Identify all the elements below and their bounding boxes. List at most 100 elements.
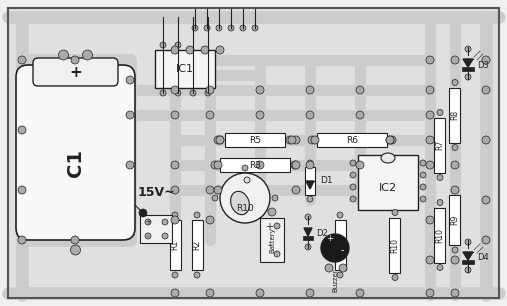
Circle shape [465,239,471,245]
Circle shape [256,111,264,119]
Circle shape [244,177,250,183]
Circle shape [242,165,248,171]
Circle shape [451,56,459,64]
Circle shape [58,50,68,60]
Circle shape [211,161,219,169]
Circle shape [426,136,434,144]
Circle shape [162,219,168,225]
Circle shape [228,25,234,31]
Ellipse shape [231,191,249,215]
Text: +: + [327,234,334,243]
Bar [358,155,418,210]
Circle shape [465,267,471,273]
Circle shape [437,200,443,206]
Polygon shape [304,228,312,236]
Bar [434,118,446,173]
Text: R4: R4 [336,240,344,250]
Circle shape [482,196,490,204]
Text: R10: R10 [436,227,445,242]
FancyBboxPatch shape [33,58,118,86]
Text: C1: C1 [66,148,85,177]
Circle shape [437,110,443,115]
Circle shape [240,25,246,31]
Text: R6: R6 [346,136,358,144]
Circle shape [350,184,356,190]
Polygon shape [463,252,473,260]
Circle shape [426,86,434,94]
Circle shape [311,136,319,144]
Bar [317,133,387,147]
Circle shape [356,111,364,119]
Text: +: + [145,219,151,225]
Circle shape [268,208,276,216]
Circle shape [426,216,434,224]
Circle shape [192,25,198,31]
Circle shape [306,111,314,119]
Circle shape [160,90,166,96]
Circle shape [171,161,179,169]
Text: R9: R9 [451,215,459,225]
Circle shape [306,289,314,297]
Circle shape [171,111,179,119]
Text: -: - [340,245,344,255]
Bar [260,218,284,262]
Text: R3: R3 [249,161,261,170]
Polygon shape [306,181,314,189]
Circle shape [288,136,296,144]
Circle shape [356,86,364,94]
Circle shape [420,172,426,178]
Circle shape [205,90,211,96]
Bar [140,215,172,243]
Ellipse shape [381,153,395,163]
Circle shape [83,50,92,60]
Circle shape [292,161,300,169]
Circle shape [482,86,490,94]
Circle shape [220,173,270,223]
Circle shape [451,186,459,194]
Circle shape [274,223,280,229]
Circle shape [256,289,264,297]
Circle shape [451,161,459,169]
Circle shape [206,186,214,194]
Circle shape [160,42,166,48]
Circle shape [171,186,179,194]
Circle shape [356,161,364,169]
Circle shape [256,86,264,94]
Text: Buzzer: Buzzer [332,268,338,292]
Circle shape [206,216,214,224]
Circle shape [350,160,356,166]
Circle shape [306,161,314,169]
Circle shape [452,187,458,193]
Circle shape [214,186,222,194]
Text: +: + [265,222,273,232]
Circle shape [216,46,224,54]
Circle shape [386,136,394,144]
Circle shape [426,161,434,169]
Circle shape [292,136,300,144]
Circle shape [71,56,79,64]
Circle shape [206,111,214,119]
Circle shape [216,25,222,31]
Circle shape [252,25,258,31]
Circle shape [426,289,434,297]
Circle shape [465,46,471,52]
Text: R8: R8 [451,110,459,120]
Circle shape [216,136,224,144]
Bar [450,195,460,245]
Bar [155,50,215,88]
Bar [220,158,290,172]
Circle shape [325,264,333,272]
Circle shape [171,46,179,54]
Circle shape [70,245,81,255]
Circle shape [175,42,181,48]
Text: D3: D3 [477,61,489,69]
Circle shape [175,90,181,96]
Circle shape [145,219,151,225]
Polygon shape [463,59,473,67]
Circle shape [388,136,396,144]
Text: R2: R2 [193,240,201,250]
Circle shape [18,56,26,64]
Circle shape [186,46,194,54]
Circle shape [451,289,459,297]
Circle shape [216,136,224,144]
